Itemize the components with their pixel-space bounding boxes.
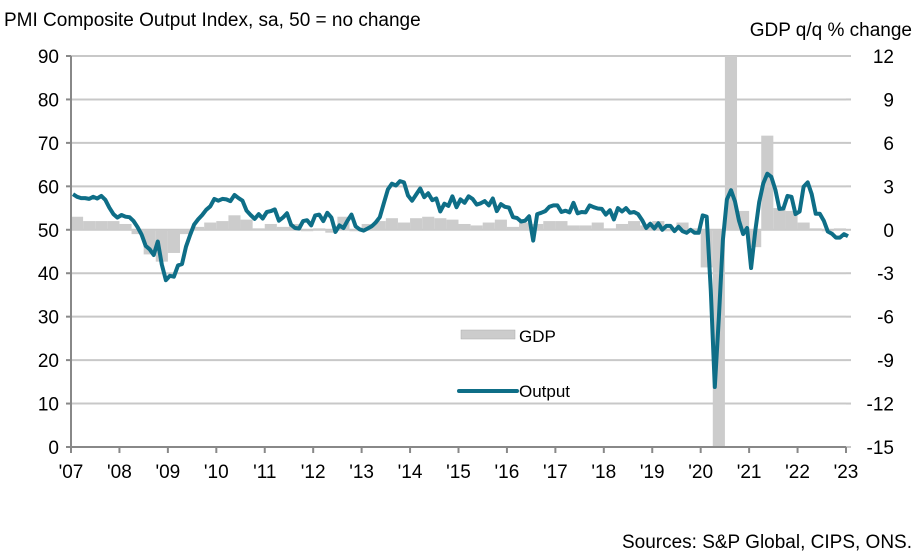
gdp-bar [264, 223, 277, 230]
right-axis-tick-label: 0 [883, 221, 894, 242]
gdp-bar [615, 223, 629, 230]
gdp-bar [192, 226, 205, 230]
gdp-bar [83, 221, 96, 230]
gdp-bar [107, 221, 120, 230]
gdp-bar [579, 225, 592, 230]
x-axis-tick-label: '11 [253, 462, 276, 483]
right-axis-tick-label: -12 [867, 395, 894, 416]
left-axis-tick-label: 90 [38, 47, 59, 68]
left-axis-tick-label: 0 [48, 438, 59, 459]
left-axis-title: PMI Composite Output Index, sa, 50 = no … [4, 10, 421, 31]
gdp-bar [761, 135, 774, 230]
right-axis-tick-label: 12 [873, 47, 894, 68]
x-axis-tick-label: '16 [495, 462, 520, 483]
gdp-bar [591, 222, 604, 230]
legend-gdp-swatch [460, 329, 516, 340]
left-axis-tick-label: 80 [38, 90, 59, 111]
gdp-bar [809, 228, 822, 230]
gdp-bar [519, 222, 532, 230]
left-axis-tick-label: 40 [38, 264, 59, 285]
x-axis-tick-label: '13 [349, 462, 374, 483]
right-axis-tick-label: -3 [877, 264, 894, 285]
gdp-bars [71, 56, 846, 447]
left-axis-tick-label: 20 [38, 351, 59, 372]
gdp-bar [95, 221, 108, 230]
gdp-bar [204, 222, 217, 230]
x-axis-tick-label: '17 [543, 462, 568, 483]
gdp-bar [482, 222, 495, 230]
gdp-bar [167, 229, 180, 253]
gdp-bar [797, 222, 810, 230]
gdp-bar [555, 221, 568, 230]
gdp-bar [410, 218, 423, 230]
gdp-bar [446, 219, 459, 230]
x-axis-tick-label: '18 [591, 462, 616, 483]
x-axis-tick-label: '07 [59, 462, 84, 483]
right-axis-tick-label: 9 [883, 90, 894, 111]
x-axis-tick-label: '08 [107, 462, 132, 483]
gdp-bar [470, 225, 483, 230]
legend: GDP Output [457, 327, 570, 401]
gdp-bar [676, 222, 689, 230]
gdp-bar [71, 216, 84, 230]
x-axis-tick-label: '21 [737, 462, 762, 483]
left-axis-tick-label: 10 [38, 395, 59, 416]
right-axis-tick-label: -6 [877, 308, 894, 329]
gdp-bar [276, 226, 289, 230]
x-axis-tick-label: '23 [834, 462, 859, 483]
gdp-bar [240, 219, 253, 230]
gdp-bar [567, 225, 580, 230]
gdp-bar [301, 229, 314, 232]
gdp-bar [422, 216, 435, 230]
x-axis-tick-label: '12 [301, 462, 326, 483]
gdp-bar [349, 229, 362, 232]
gdp-bar [179, 229, 193, 235]
left-axis-tick-label: 50 [38, 221, 59, 242]
gdp-bar [724, 56, 738, 230]
gdp-bar [373, 221, 386, 230]
source-note: Sources: S&P Global, CIPS, ONS. [622, 532, 912, 553]
gdp-bar [628, 221, 641, 230]
gdp-bar [833, 228, 846, 230]
right-axis-tick-label: 3 [883, 177, 894, 198]
gdp-bar [325, 229, 338, 233]
left-axis-tick-label: 30 [38, 308, 59, 329]
right-axis-tick-label: 6 [883, 134, 894, 155]
left-axis-tick-label: 60 [38, 177, 59, 198]
gdp-bar [131, 229, 144, 235]
gdp-bar [688, 228, 701, 230]
left-axis-tick-label: 70 [38, 134, 59, 155]
output-line [71, 171, 849, 389]
gdp-bar [458, 223, 471, 230]
right-axis-tick-label: -9 [877, 351, 894, 372]
gdp-bar [664, 229, 677, 232]
gdp-bar [543, 221, 556, 230]
gdp-bar [385, 218, 398, 230]
gdp-bar [494, 219, 507, 230]
right-axis-tick-label: -15 [867, 438, 894, 459]
x-axis-tick-label: '19 [640, 462, 665, 483]
x-axis-tick-label: '09 [155, 462, 180, 483]
x-axis-tick-label: '10 [204, 462, 229, 483]
gdp-bar [119, 223, 132, 230]
axes [66, 55, 851, 453]
right-axis-title: GDP q/q % change [750, 20, 912, 41]
gdp-bar [434, 218, 447, 230]
gdp-bar [252, 228, 265, 230]
axis-tick-labels: 0 10 20 30 40 50 60 70 80 90 -15 -12 -9 -6 -3 0 3 6 9 12 '07… [38, 47, 894, 483]
gdp-bar [216, 221, 229, 230]
gdp-bar [228, 215, 241, 230]
gdp-bar [506, 226, 520, 230]
x-axis-tick-label: '15 [446, 462, 471, 483]
gdp-bar [603, 228, 616, 230]
x-axis-tick-label: '20 [688, 462, 713, 483]
x-axis-tick-label: '14 [398, 462, 423, 483]
legend-output-label: Output [519, 382, 570, 401]
x-axis-tick-label: '22 [785, 462, 810, 483]
gdp-bar [773, 208, 786, 230]
gdp-bar [313, 228, 326, 230]
gdp-bar [397, 222, 411, 230]
legend-gdp-label: GDP [519, 327, 556, 346]
